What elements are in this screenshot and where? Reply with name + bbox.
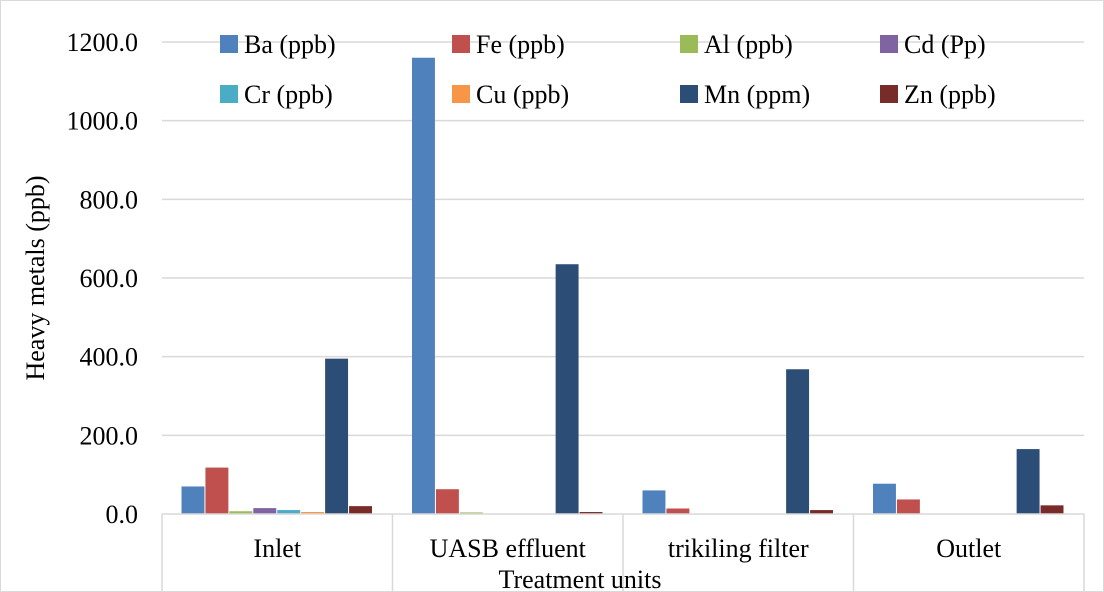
legend-swatch xyxy=(880,85,898,103)
bar-al-0 xyxy=(229,511,253,514)
legend-swatch xyxy=(452,35,470,53)
bar-zn-2 xyxy=(810,510,833,514)
bar-fe-3 xyxy=(896,499,920,514)
legend-label: Fe (ppb) xyxy=(476,30,565,59)
y-tick-label: 800.0 xyxy=(80,185,139,214)
legend-label: Zn (ppb) xyxy=(904,80,996,109)
bar-mn-2 xyxy=(786,369,810,514)
legend-swatch xyxy=(680,35,698,53)
bar-mn-0 xyxy=(325,358,349,514)
y-tick-label: 1000.0 xyxy=(67,107,139,136)
legend: Ba (ppb) Fe (ppb) Al (ppb) Cd (Pp) Cr (ppb) C… xyxy=(220,30,996,109)
bar-fe-2 xyxy=(666,508,690,514)
legend-item: Fe (ppb) xyxy=(452,30,565,59)
bars xyxy=(181,57,1064,514)
bar-zn-3 xyxy=(1040,505,1064,514)
y-axis-ticks: 0.0 200.0 400.0 600.0 800.0 1000.0 1200.0 xyxy=(67,28,139,529)
legend-label: Mn (ppm) xyxy=(704,80,810,109)
legend-swatch xyxy=(220,85,238,103)
legend-label: Al (ppb) xyxy=(704,30,793,59)
legend-label: Ba (ppb) xyxy=(244,30,336,59)
legend-swatch xyxy=(880,35,898,53)
bar-fe-0 xyxy=(205,467,229,514)
legend-label: Cr (ppb) xyxy=(244,80,333,109)
legend-item: Cd (Pp) xyxy=(880,30,986,59)
legend-item: Cr (ppb) xyxy=(220,80,333,109)
grid-lines xyxy=(162,41,1084,437)
bar-cr-0 xyxy=(277,510,301,514)
bar-fe-1 xyxy=(435,489,459,514)
y-tick-label: 600.0 xyxy=(80,264,139,293)
x-category-label: trikiling filter xyxy=(668,534,809,563)
legend-label: Cd (Pp) xyxy=(904,30,986,59)
y-tick-label: 200.0 xyxy=(80,421,139,450)
y-tick-label: 400.0 xyxy=(80,343,139,372)
bar-ba-0 xyxy=(181,486,205,514)
legend-item: Al (ppb) xyxy=(680,30,793,59)
legend-item: Ba (ppb) xyxy=(220,30,336,59)
bar-ba-3 xyxy=(873,483,896,514)
legend-item: Cu (ppb) xyxy=(452,80,569,109)
x-axis-categories: Inlet UASB effluent trikiling filter Outlet xyxy=(253,534,1002,563)
bar-cd-0 xyxy=(253,508,277,514)
legend-swatch xyxy=(680,85,698,103)
bar-al-1 xyxy=(459,512,483,514)
y-tick-label: 0.0 xyxy=(106,500,139,529)
legend-swatch xyxy=(220,35,238,53)
legend-item: Mn (ppm) xyxy=(680,80,810,109)
y-axis-title: Heavy metals (ppb) xyxy=(21,175,50,380)
x-category-label: Outlet xyxy=(936,534,1002,563)
legend-label: Cu (ppb) xyxy=(476,80,569,109)
x-category-label: UASB effluent xyxy=(430,534,587,563)
bar-zn-1 xyxy=(579,512,603,514)
bar-mn-3 xyxy=(1016,449,1040,514)
category-separators xyxy=(161,514,1085,592)
bar-ba-1 xyxy=(412,57,435,514)
legend-swatch xyxy=(452,85,470,103)
bar-mn-1 xyxy=(555,264,579,514)
bar-cu-0 xyxy=(301,512,325,514)
legend-item: Zn (ppb) xyxy=(880,80,996,109)
bar-zn-0 xyxy=(349,506,372,514)
x-category-label: Inlet xyxy=(253,534,301,563)
y-tick-label: 1200.0 xyxy=(67,28,139,57)
bar-ba-2 xyxy=(642,490,666,514)
x-axis-title: Treatment units xyxy=(499,565,662,592)
